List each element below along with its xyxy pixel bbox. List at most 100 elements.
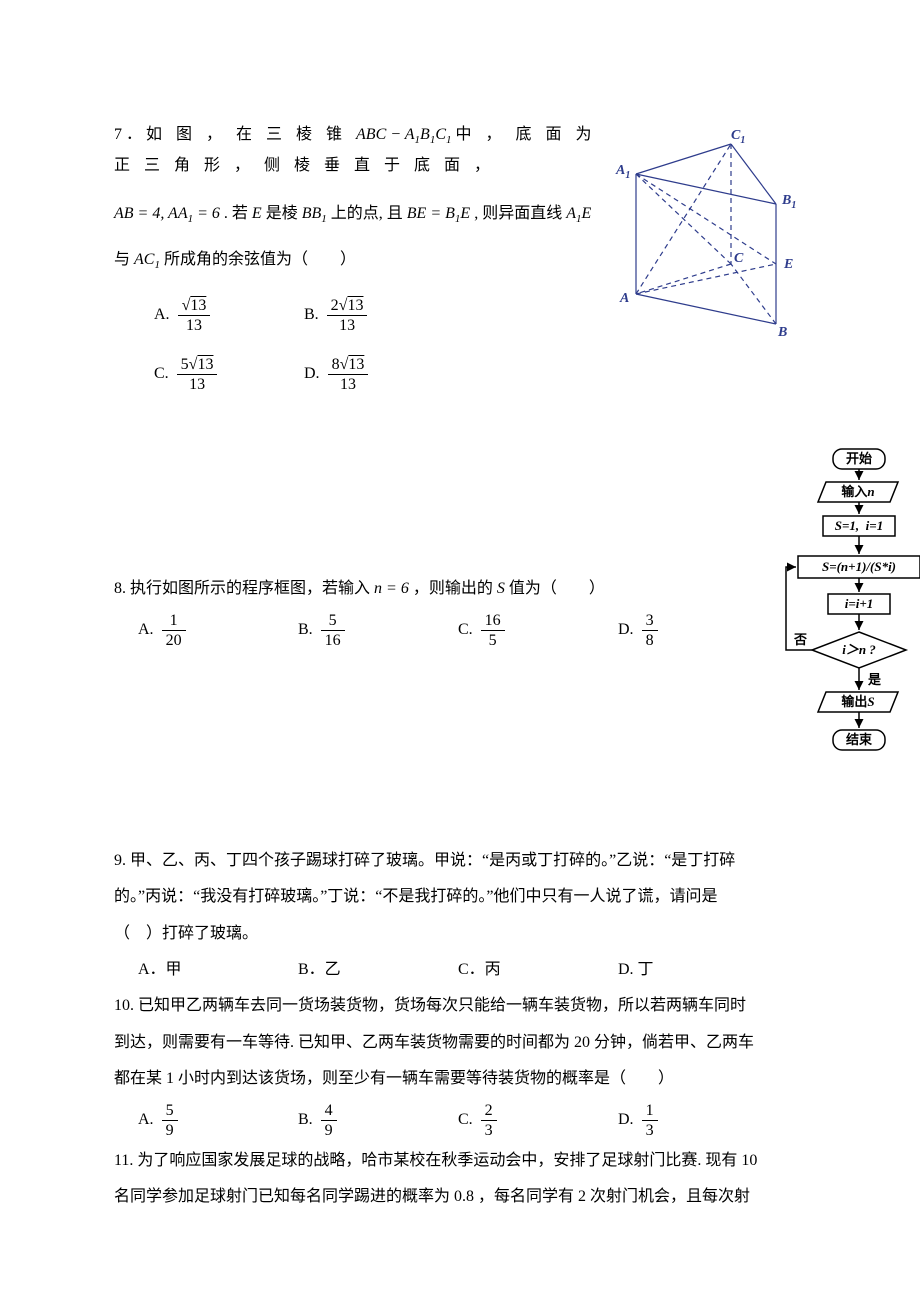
q8-neq: n = 6 [374, 580, 409, 597]
label-e: E [783, 257, 793, 272]
q7-figure: C1 A1 B1 E C A B [606, 120, 806, 355]
diag-a1e [636, 174, 776, 264]
num: 8√13 [328, 355, 369, 375]
fc-yes-text: 是 [867, 672, 882, 687]
fc-no-text: 否 [793, 632, 807, 647]
den: 9 [162, 1121, 178, 1140]
den: 8 [642, 631, 658, 650]
choice-text: D. 丁 [618, 955, 654, 985]
q7-line2: AB = 4, AA1 = 6 . 若 E 是棱 BB1 上的点, 且 BE =… [114, 199, 606, 230]
den: 13 [327, 316, 368, 335]
choice-text: B．乙 [298, 955, 341, 985]
den: 16 [321, 631, 345, 650]
den: 3 [481, 1121, 497, 1140]
q7-ab-aa1: AB = 4, AA1 = 6 [114, 205, 220, 222]
choice-letter: D. [618, 615, 634, 645]
fc-inc-text: i=i+1 [845, 596, 874, 611]
label-b: B [777, 325, 787, 340]
den: 13 [178, 316, 211, 335]
diag-ae [636, 264, 776, 294]
q8-choice-a: A. 1 20 [138, 611, 298, 650]
q8-choice-b: B. 5 16 [298, 611, 458, 650]
fraction: √13 13 [178, 296, 211, 335]
num: 1 [642, 1101, 658, 1121]
prism-svg: C1 A1 B1 E C A B [606, 124, 806, 344]
choice-letter: D. [304, 359, 320, 389]
num: 16 [481, 611, 505, 631]
num: 3 [642, 611, 658, 631]
q10-choices: A. 5 9 B. 4 9 C. 2 3 [138, 1101, 806, 1140]
fraction: 2 3 [481, 1101, 497, 1140]
q8-figure: 开始 输入n S=1, i=1 S=(n+1)/(S*i) i=i+1 [778, 444, 920, 785]
fc-init-text: S=1, i=1 [835, 518, 883, 533]
num: 4 [321, 1101, 337, 1121]
q7-text: 7 ． 如 图 ， 在 三 棱 锥 ABC − A1B1C1 中 ， 底 面 为… [114, 120, 606, 414]
q7-BE-eq: BE = B1E [407, 205, 470, 222]
num: 5 [321, 611, 345, 631]
q8-choice-c: C. 16 5 [458, 611, 618, 650]
edge-ca [636, 264, 731, 294]
fraction: 5√13 13 [177, 355, 218, 394]
fraction: 2√13 13 [327, 296, 368, 335]
q8-stem-c: 值为（ ） [509, 580, 605, 597]
q10-l2: 到达，则需要有一车等待. 已知甲、乙两车装货物需要的时间都为 20 分钟，倘若甲… [114, 1028, 806, 1058]
q9-l2: 的。”丙说：“我没有打碎玻璃。”丁说：“不是我打碎的。”他们中只有一人说了谎，请… [114, 882, 806, 912]
label-c1: C1 [731, 128, 745, 146]
num: √13 [178, 296, 211, 316]
choice-letter: A. [154, 300, 170, 330]
q7-block: 7 ． 如 图 ， 在 三 棱 锥 ABC − A1B1C1 中 ， 底 面 为… [114, 120, 806, 414]
den: 9 [321, 1121, 337, 1140]
den: 20 [162, 631, 186, 650]
q7-l2-e: , 则异面直线 [474, 205, 566, 222]
choice-letter: C. [154, 359, 169, 389]
fraction: 5 9 [162, 1101, 178, 1140]
choice-letter: A. [138, 1105, 154, 1135]
q10-block: 10. 已知甲乙两辆车去同一货场装货物，货场每次只能给一辆车装货物，所以若两辆车… [114, 991, 806, 1140]
q8-S: S [497, 580, 505, 597]
q9-block: 9. 甲、乙、丙、丁四个孩子踢球打碎了玻璃。甲说：“是丙或丁打碎的。”乙说：“是… [114, 846, 806, 986]
fraction: 5 16 [321, 611, 345, 650]
q10-choice-a: A. 5 9 [138, 1101, 298, 1140]
q8-stem: 8. 执行如图所示的程序框图，若输入 n = 6 ，则输出的 S 值为（ ） [114, 574, 778, 604]
q9-l3: （ ）打碎了玻璃。 [114, 919, 806, 949]
fraction: 1 20 [162, 611, 186, 650]
q10-choice-c: C. 2 3 [458, 1101, 618, 1140]
q9-choice-d: D. 丁 [618, 955, 778, 985]
q10-choice-b: B. 4 9 [298, 1101, 458, 1140]
den: 13 [328, 375, 369, 394]
q7-A1E: A1E [566, 205, 591, 222]
fc-input-text: 输入n [841, 484, 874, 499]
fraction: 4 9 [321, 1101, 337, 1140]
q7-l2-c: 是棱 [266, 205, 302, 222]
q11-block: 11. 为了响应国家发展足球的战略，哈市某校在秋季运动会中，安排了足球射门比赛.… [114, 1146, 806, 1213]
fc-output-text: 输出S [841, 694, 874, 709]
num: 1 [162, 611, 186, 631]
edge-b1c1 [731, 144, 776, 204]
choice-text: C．丙 [458, 955, 501, 985]
fc-assign-text: S=(n+1)/(S*i) [822, 559, 896, 574]
q7-l1-a: 如 图 ， 在 三 棱 锥 [146, 126, 356, 143]
edge-a1b1 [636, 174, 776, 204]
q7-BB1: BB1 [302, 205, 327, 222]
edge-ab [636, 294, 776, 324]
q7-l2-d: 上的点, 且 [331, 205, 407, 222]
q10-l3: 都在某 1 小时内到达该货场，则至少有一辆车需要等待装货物的概率是（ ） [114, 1064, 806, 1094]
fraction: 16 5 [481, 611, 505, 650]
q9-choice-c: C．丙 [458, 955, 618, 985]
q8-choices: A. 1 20 B. 5 16 C. 16 [138, 611, 778, 650]
q7-choice-b: B. 2√13 13 [304, 296, 454, 335]
q9-choice-b: B．乙 [298, 955, 458, 985]
label-a: A [619, 291, 629, 306]
den: 13 [177, 375, 218, 394]
q8-choice-d: D. 3 8 [618, 611, 778, 650]
num: 5 [162, 1101, 178, 1121]
q11-l2: 名同学参加足球射门已知每名同学踢进的概率为 0.8 ，每名同学有 2 次射门机会… [114, 1182, 806, 1212]
choice-letter: B. [304, 300, 319, 330]
den: 5 [481, 631, 505, 650]
q8-stem-a: 8. 执行如图所示的程序框图，若输入 [114, 580, 374, 597]
q7-choices: A. √13 13 B. 2√13 13 C. [154, 296, 606, 415]
num: 2√13 [327, 296, 368, 316]
q7-choice-a: A. √13 13 [154, 296, 304, 335]
fraction: 3 8 [642, 611, 658, 650]
q10-choice-d: D. 1 3 [618, 1101, 778, 1140]
